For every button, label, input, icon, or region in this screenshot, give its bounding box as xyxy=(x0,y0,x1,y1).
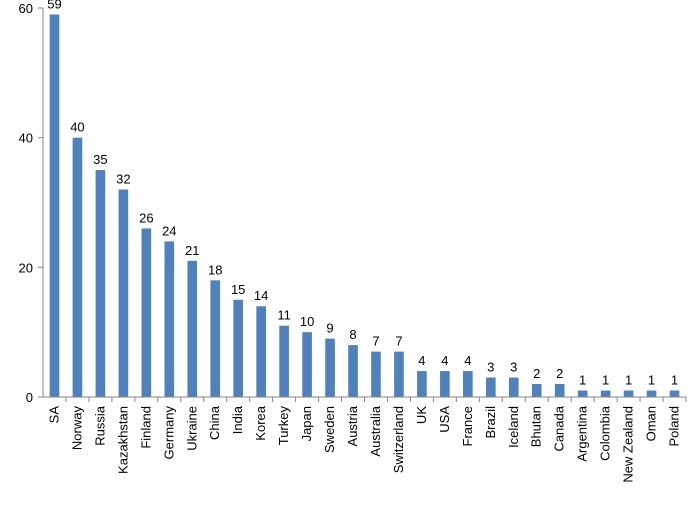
data-label: 26 xyxy=(139,210,153,225)
data-label: 35 xyxy=(93,152,107,167)
bar-kazakhstan xyxy=(118,189,129,397)
bar-argentina xyxy=(577,390,588,397)
x-tick-label: Russia xyxy=(92,405,107,446)
x-tick-label: Japan xyxy=(299,406,314,441)
bar-ukraine xyxy=(187,260,198,397)
x-tick-label: Argentina xyxy=(575,405,590,461)
y-tick-label: 0 xyxy=(26,390,33,405)
y-tick-label: 40 xyxy=(19,131,33,146)
data-label: 40 xyxy=(70,120,84,135)
x-tick-label: Sweden xyxy=(322,406,337,453)
x-tick-label: Canada xyxy=(552,405,567,451)
data-label: 14 xyxy=(254,288,268,303)
bar-korea xyxy=(256,306,266,397)
bar-colombia xyxy=(600,390,611,397)
bar-austria xyxy=(348,345,358,397)
bars-group xyxy=(49,14,680,398)
x-tick-label: Switzerland xyxy=(391,406,406,473)
y-tick-label: 60 xyxy=(19,1,33,16)
x-tick-label: Oman xyxy=(644,406,659,441)
x-tick-label: Australia xyxy=(368,405,383,456)
x-tick-label: Ukraine xyxy=(184,406,199,451)
bar-france xyxy=(463,371,473,397)
bar-norway xyxy=(72,137,83,398)
bar-india xyxy=(233,299,244,397)
data-label: 10 xyxy=(300,314,314,329)
y-tick-labels-group: 0 20 40 60 xyxy=(19,1,33,405)
x-tick-label: Colombia xyxy=(598,405,613,461)
x-tick-label: UK xyxy=(414,406,429,424)
bar-russia xyxy=(95,170,106,397)
y-tick-label: 20 xyxy=(19,260,33,275)
bar-oman xyxy=(646,390,657,397)
data-label: 1 xyxy=(625,373,632,388)
bar-uk xyxy=(417,371,427,397)
data-label: 9 xyxy=(326,321,333,336)
axes-group xyxy=(38,7,687,402)
bar-iceland xyxy=(508,377,519,397)
bar-turkey xyxy=(279,325,289,397)
data-label: 3 xyxy=(487,360,494,375)
bar-sa xyxy=(49,14,60,397)
x-tick-label: Kazakhstan xyxy=(115,406,130,474)
x-tick-label: Norway xyxy=(69,406,84,451)
bar-new-zealand xyxy=(623,390,634,397)
bar-brazil xyxy=(485,377,496,397)
bar-japan xyxy=(302,332,312,397)
x-tick-label: New Zealand xyxy=(621,406,636,483)
data-label: 21 xyxy=(185,243,199,258)
data-label: 24 xyxy=(162,223,176,238)
bar-australia xyxy=(371,351,381,397)
x-tick-label: Bhutan xyxy=(529,406,544,447)
data-label: 32 xyxy=(116,172,130,187)
data-label: 15 xyxy=(231,282,245,297)
data-label: 59 xyxy=(47,0,61,11)
bar-china xyxy=(210,280,221,397)
data-label: 1 xyxy=(671,373,678,388)
bar-canada xyxy=(554,384,565,397)
data-label: 18 xyxy=(208,262,222,277)
bar-bhutan xyxy=(531,384,542,397)
data-label: 7 xyxy=(395,334,402,349)
data-label: 4 xyxy=(464,353,471,368)
x-tick-label: Finland xyxy=(138,406,153,449)
x-tick-label: India xyxy=(230,405,245,434)
x-tick-label: Turkey xyxy=(276,406,291,446)
bar-switzerland xyxy=(394,351,404,397)
x-tick-label: France xyxy=(460,406,475,446)
x-tick-label: Brazil xyxy=(483,406,498,439)
data-label: 11 xyxy=(277,308,291,323)
data-label: 4 xyxy=(441,353,448,368)
data-label: 8 xyxy=(349,327,356,342)
x-tick-label: USA xyxy=(437,406,452,433)
x-tick-label: Iceland xyxy=(506,406,521,448)
x-tick-label: Poland xyxy=(667,406,682,446)
data-label: 3 xyxy=(510,360,517,375)
bar-poland xyxy=(669,390,680,397)
x-tick-label: SA xyxy=(46,406,61,424)
x-tick-label: China xyxy=(207,405,222,440)
data-label: 1 xyxy=(648,373,655,388)
bar-usa xyxy=(440,371,450,397)
bar-finland xyxy=(141,228,152,397)
data-label: 1 xyxy=(602,373,609,388)
bar-sweden xyxy=(325,338,335,397)
data-label: 4 xyxy=(418,353,425,368)
data-label: 2 xyxy=(533,366,540,381)
x-tick-labels-group: SA Norway Russia Kazakhstan Finland Germany Uk… xyxy=(46,405,681,482)
x-tick-label: Korea xyxy=(253,405,268,440)
data-label: 2 xyxy=(556,366,563,381)
data-label: 1 xyxy=(579,373,586,388)
bar-germany xyxy=(164,241,175,397)
x-tick-label: Austria xyxy=(345,405,360,446)
data-label: 7 xyxy=(372,334,379,349)
x-tick-label: Germany xyxy=(161,406,176,460)
